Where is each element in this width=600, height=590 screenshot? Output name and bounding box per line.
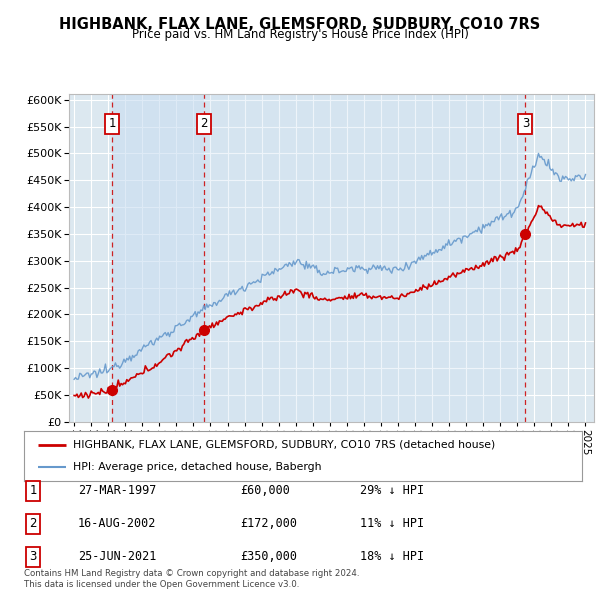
Text: Contains HM Land Registry data © Crown copyright and database right 2024.
This d: Contains HM Land Registry data © Crown c…: [24, 569, 359, 589]
Text: 29% ↓ HPI: 29% ↓ HPI: [360, 484, 424, 497]
Text: £172,000: £172,000: [240, 517, 297, 530]
Text: HIGHBANK, FLAX LANE, GLEMSFORD, SUDBURY, CO10 7RS (detached house): HIGHBANK, FLAX LANE, GLEMSFORD, SUDBURY,…: [73, 440, 496, 450]
Text: 11% ↓ HPI: 11% ↓ HPI: [360, 517, 424, 530]
Text: 2: 2: [200, 117, 208, 130]
Text: 25-JUN-2021: 25-JUN-2021: [78, 550, 157, 563]
Text: 1: 1: [109, 117, 116, 130]
Text: £60,000: £60,000: [240, 484, 290, 497]
Text: HPI: Average price, detached house, Babergh: HPI: Average price, detached house, Babe…: [73, 463, 322, 473]
Bar: [204, 94, 526, 422]
Text: 27-MAR-1997: 27-MAR-1997: [78, 484, 157, 497]
Text: £350,000: £350,000: [240, 550, 297, 563]
Text: 3: 3: [522, 117, 529, 130]
Text: 3: 3: [29, 550, 37, 563]
Text: 18% ↓ HPI: 18% ↓ HPI: [360, 550, 424, 563]
Text: 1: 1: [29, 484, 37, 497]
Bar: [112, 94, 204, 422]
Text: HIGHBANK, FLAX LANE, GLEMSFORD, SUDBURY, CO10 7RS: HIGHBANK, FLAX LANE, GLEMSFORD, SUDBURY,…: [59, 17, 541, 31]
Text: 2: 2: [29, 517, 37, 530]
Text: 16-AUG-2002: 16-AUG-2002: [78, 517, 157, 530]
Text: Price paid vs. HM Land Registry's House Price Index (HPI): Price paid vs. HM Land Registry's House …: [131, 28, 469, 41]
